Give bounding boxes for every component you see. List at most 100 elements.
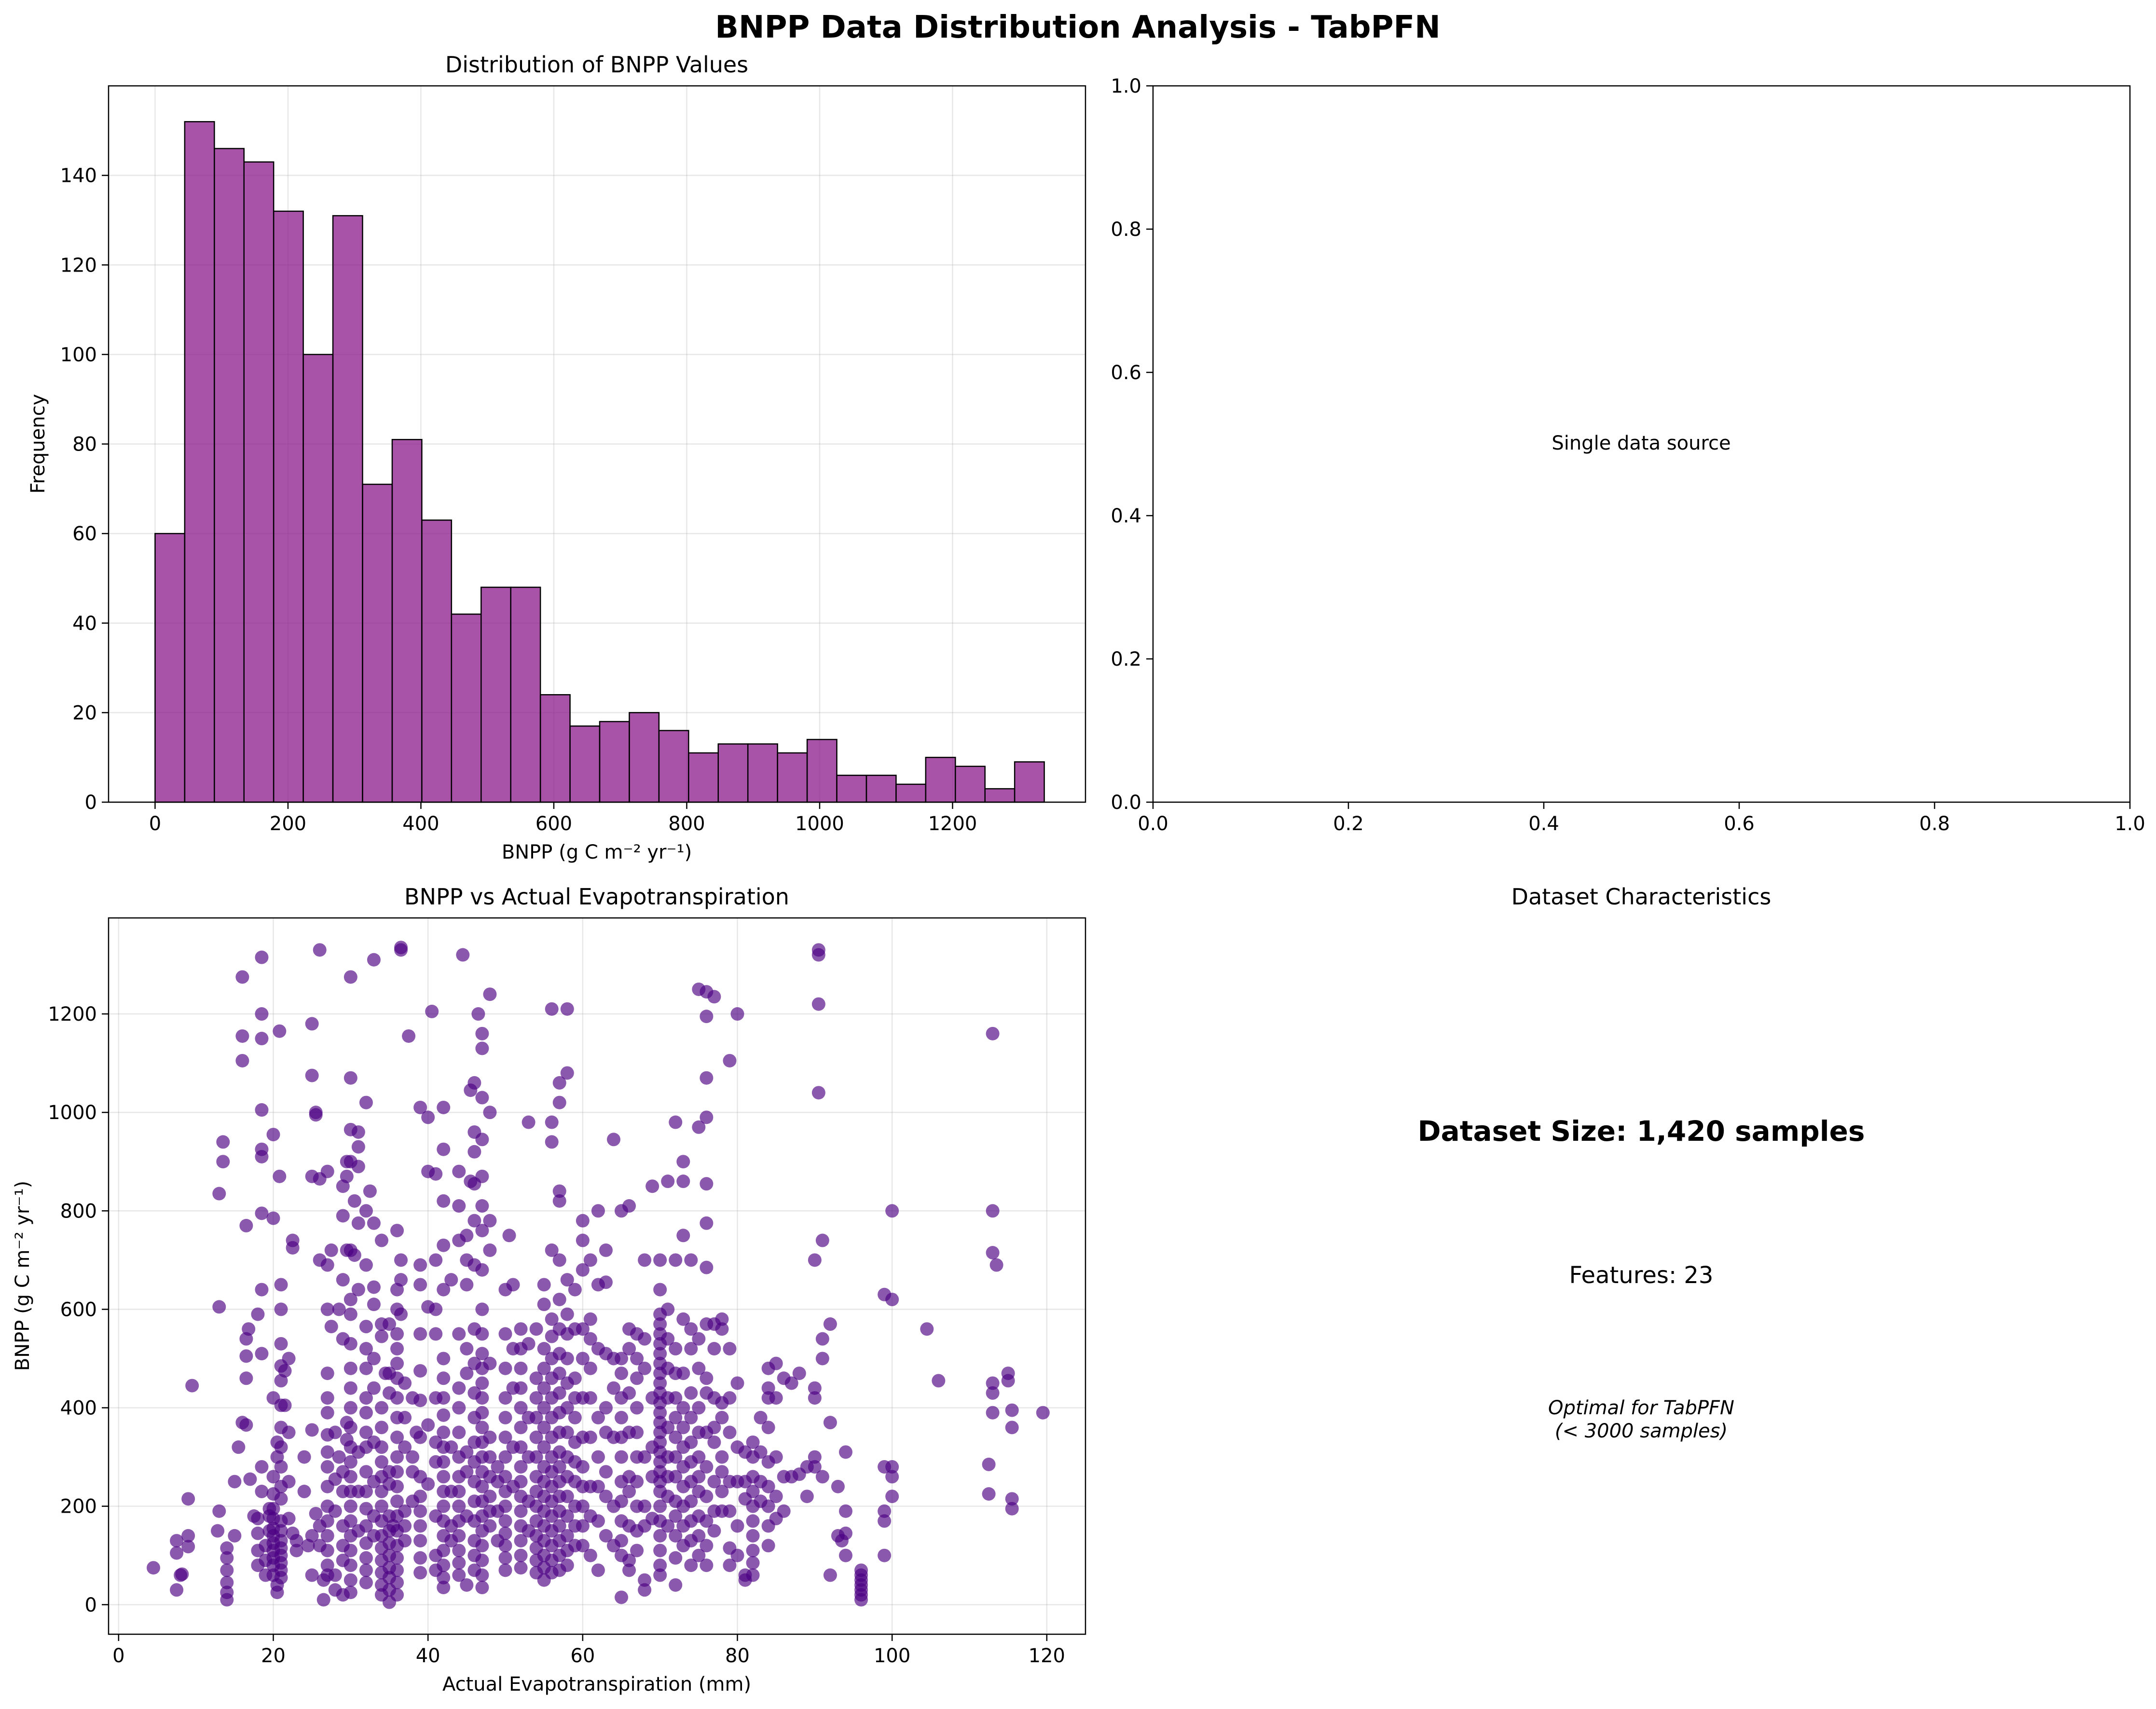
scatter-point (514, 1440, 528, 1454)
scatter-point (669, 1470, 683, 1484)
scatter-point (359, 1575, 373, 1589)
scatter-point (374, 1499, 388, 1513)
scatter-point (502, 1229, 516, 1243)
scatter-point (471, 1007, 485, 1021)
scatter-point (343, 1307, 357, 1321)
histogram-bar (984, 788, 1016, 803)
scatter-point (390, 1494, 404, 1508)
histogram-x-tick-label: 600 (536, 813, 572, 835)
scatter-point (289, 1544, 303, 1558)
scatter-point (498, 1361, 512, 1375)
scatter-point (320, 1391, 334, 1405)
scatter-point (514, 1460, 528, 1474)
scatter-point (638, 1361, 652, 1375)
scatter-point (270, 1586, 284, 1600)
scatter-point (452, 1544, 466, 1558)
histogram-x-tick-label: 1200 (928, 813, 977, 835)
scatter-point (676, 1401, 690, 1415)
scatter-point (394, 1273, 408, 1287)
scatter-point (452, 1556, 466, 1570)
scatter-point (700, 1460, 714, 1474)
histogram-bar (777, 752, 808, 803)
scatter-point (1005, 1502, 1019, 1516)
scatter-point (568, 1371, 582, 1385)
scatter-point (653, 1529, 667, 1543)
scatter-point (413, 1551, 427, 1565)
scatter-point (692, 1361, 706, 1375)
scatter-point (560, 1425, 574, 1439)
scatter-point (723, 1391, 737, 1405)
scatter-point (320, 1559, 334, 1572)
scatter-point (792, 1367, 806, 1381)
scatter-point (266, 1470, 280, 1484)
scatter-point (823, 1416, 837, 1430)
scatter-point (475, 1553, 489, 1567)
scatter-point (723, 1053, 737, 1067)
scatter-x-ticks: 0 20 40 60 80 100 120 (112, 1634, 1065, 1667)
scatter-point (777, 1504, 791, 1518)
scatter-point (707, 990, 721, 1004)
histogram-bar (481, 587, 511, 803)
scatter-point (552, 1519, 566, 1533)
histogram-x-tick-label: 400 (402, 813, 439, 835)
scatter-point (506, 1278, 520, 1292)
scatter-point (583, 1391, 597, 1405)
scatter-point (475, 1406, 489, 1420)
scatter-point (437, 1100, 451, 1114)
scatter-point (359, 1342, 373, 1356)
scatter-point (669, 1578, 683, 1592)
scatter-point (831, 1479, 845, 1493)
scatter-point (583, 1332, 597, 1346)
scatter-point (343, 1381, 357, 1395)
histogram-x-label: BNPP (g C m⁻² yr⁻¹) (502, 841, 692, 863)
histogram-bar (806, 738, 838, 803)
scatter-point (390, 1327, 404, 1341)
scatter-point (815, 1470, 829, 1484)
scatter-point (653, 1559, 667, 1572)
scatter-point (645, 1179, 659, 1193)
scatter-points (146, 941, 1050, 1609)
scatter-point (669, 1509, 683, 1523)
scatter-point (885, 1204, 899, 1218)
scatter-point (746, 1556, 760, 1570)
scatter-point (537, 1440, 551, 1454)
scatter-point (514, 1322, 528, 1336)
histogram-bar (836, 775, 867, 803)
scatter-point (328, 1504, 342, 1518)
scatter-point (552, 1184, 566, 1198)
scatter-point (452, 1164, 466, 1178)
scatter-point (452, 1327, 466, 1341)
scatter-point (444, 1273, 458, 1287)
scatter-point (707, 1475, 721, 1489)
scatter-point (684, 1410, 698, 1424)
scatter-point (583, 1361, 597, 1375)
scatter-point (498, 1563, 512, 1577)
scatter-point (390, 1430, 404, 1444)
scatter-point (181, 1492, 195, 1506)
scatter-point (413, 1278, 427, 1292)
scatter-point (289, 1534, 303, 1548)
scatter-x-tick-label: 100 (874, 1645, 910, 1667)
scatter-point (239, 1349, 253, 1363)
scatter-point (363, 1184, 377, 1198)
scatter-point (332, 1302, 346, 1316)
scatter-point (684, 1435, 698, 1449)
scatter-point (932, 1374, 946, 1388)
scatter-point (638, 1253, 652, 1267)
scatter-point (170, 1546, 184, 1560)
scatter-point (676, 1367, 690, 1381)
scatter-point (676, 1229, 690, 1243)
scatter-point (286, 1233, 300, 1247)
scatter-point (437, 1455, 451, 1469)
scatter-point (437, 1544, 451, 1558)
scatter-point (622, 1199, 636, 1213)
scatter-point (309, 1506, 323, 1520)
scatter-point (483, 1106, 497, 1120)
scatter-point (367, 1381, 381, 1395)
scatter-point (413, 1394, 427, 1408)
scatter-point (351, 1160, 365, 1174)
scatter-point (498, 1539, 512, 1553)
histogram-bar (302, 354, 334, 803)
scatter-point (630, 1401, 644, 1415)
scatter-point (320, 1164, 334, 1178)
